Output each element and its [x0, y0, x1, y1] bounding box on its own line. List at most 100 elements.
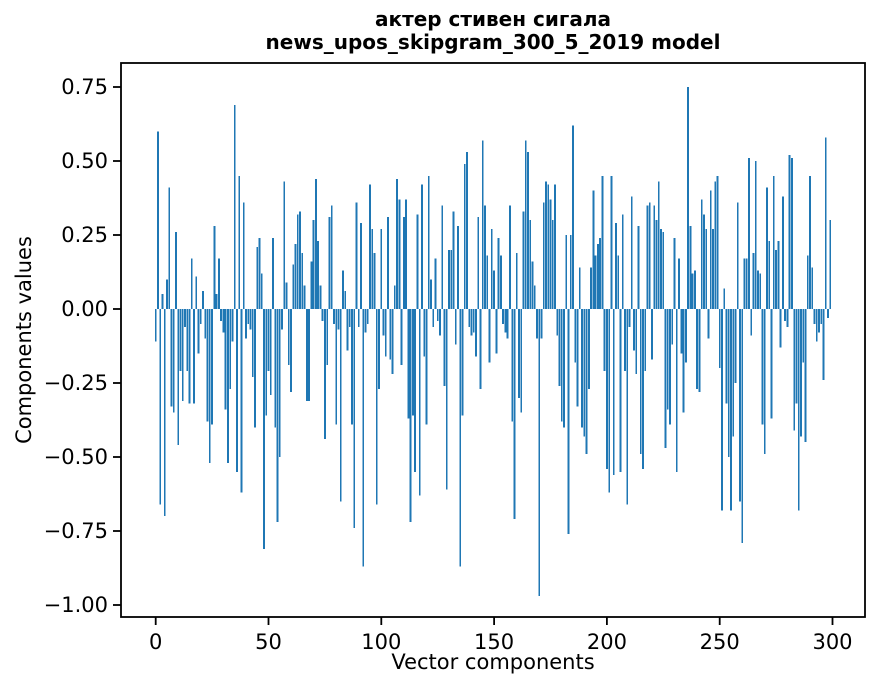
bar [195, 276, 198, 309]
bar [333, 309, 335, 324]
bar [339, 309, 342, 502]
bar [308, 309, 311, 401]
bar [375, 309, 378, 505]
bar [581, 309, 583, 428]
bar [301, 252, 304, 309]
bar [518, 309, 520, 398]
x-tick-label: 200 [586, 630, 627, 654]
bar [389, 309, 392, 360]
bar [163, 309, 166, 517]
bar [405, 199, 408, 309]
y-tick-label: −0.75 [43, 519, 108, 543]
bar [441, 205, 444, 309]
bar [657, 181, 660, 309]
bar [238, 175, 241, 309]
bar [454, 309, 457, 345]
bar [540, 309, 543, 339]
bar [669, 309, 671, 425]
bar [290, 309, 292, 392]
bar [337, 309, 340, 330]
y-tick-label: −0.25 [43, 371, 108, 395]
bar [822, 309, 825, 381]
bar [754, 161, 757, 309]
y-tick-label: −1.00 [43, 593, 108, 617]
bar [693, 270, 696, 309]
bar [624, 309, 626, 372]
bar [621, 214, 624, 309]
x-tick-label: 300 [812, 630, 853, 654]
bar [818, 309, 820, 333]
bar [488, 309, 491, 363]
bar [603, 309, 606, 372]
bar [287, 309, 290, 366]
bar [346, 309, 349, 351]
bar [197, 309, 200, 354]
bar [779, 309, 782, 348]
bar [436, 309, 439, 321]
bar [646, 205, 649, 309]
bar [556, 309, 559, 336]
bar [170, 309, 173, 407]
bar [527, 152, 529, 309]
bar [766, 187, 768, 309]
bar [418, 309, 421, 496]
bar [184, 309, 186, 327]
bar [351, 309, 353, 425]
bar [592, 190, 595, 309]
bar [193, 309, 195, 404]
bar [188, 309, 191, 404]
bar [204, 309, 207, 339]
bar [427, 175, 430, 309]
bar [265, 309, 268, 416]
bar [344, 291, 347, 309]
bar [378, 309, 380, 389]
chart-title: актер стивен сигала news_upos_skipgram_3… [121, 8, 865, 54]
bar [795, 309, 798, 404]
bar [360, 223, 362, 309]
bar [651, 309, 653, 360]
bar [508, 205, 511, 309]
bar [276, 309, 279, 523]
bar [310, 261, 313, 309]
bar [703, 214, 705, 309]
bar [813, 309, 816, 324]
bar [251, 309, 254, 378]
bar [653, 205, 656, 309]
bar [402, 217, 405, 309]
bar [639, 309, 642, 455]
bar [689, 226, 692, 309]
bar [827, 309, 829, 318]
bar [414, 309, 417, 472]
bar [348, 309, 351, 327]
bar [432, 309, 435, 327]
bar [281, 309, 283, 330]
bar [709, 190, 712, 309]
bar [748, 158, 750, 309]
x-axis-label: Vector components [391, 650, 595, 674]
bar [285, 282, 288, 309]
bar [269, 309, 272, 395]
bar [434, 258, 437, 309]
bar [815, 309, 818, 342]
bar [610, 175, 613, 309]
bar [820, 309, 823, 324]
bar [260, 273, 263, 309]
bar [172, 309, 175, 413]
bar [481, 140, 484, 309]
bar [691, 273, 694, 309]
x-tick-label: 0 [149, 630, 163, 654]
bar [233, 104, 236, 309]
bar [777, 240, 780, 309]
bar [662, 232, 665, 309]
bar [256, 246, 259, 309]
bar [292, 264, 295, 309]
bar [226, 309, 229, 463]
y-tick-label: −0.50 [43, 445, 108, 469]
bar [757, 270, 759, 309]
bar [606, 309, 608, 469]
bar [522, 211, 525, 309]
bar [633, 309, 635, 351]
chart-title-line2: news_upos_skipgram_300_5_2019 model [265, 30, 721, 54]
bar [296, 214, 299, 309]
bar [714, 181, 717, 309]
